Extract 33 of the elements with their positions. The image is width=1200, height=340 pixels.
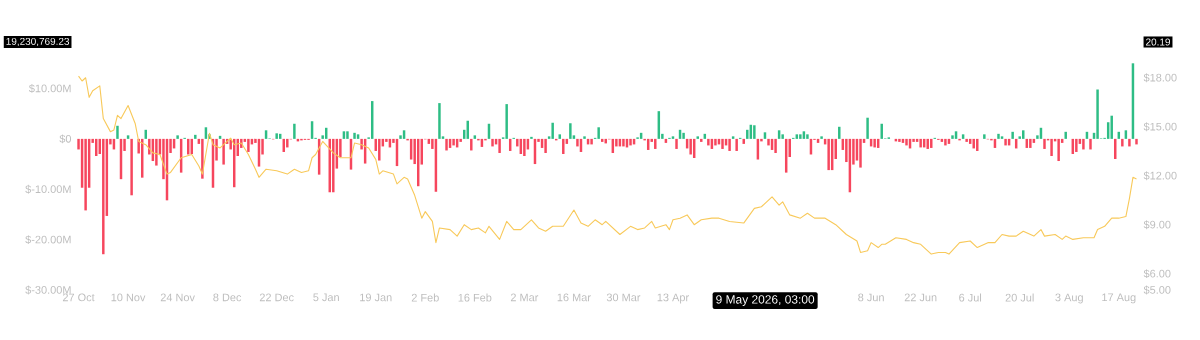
x-tick-label: 16 Feb bbox=[458, 293, 492, 302]
y2-tick-label: $12.00 bbox=[1143, 171, 1177, 181]
x-tick-label: 10 Nov bbox=[111, 293, 146, 302]
x-tick-label: 8 Dec bbox=[213, 293, 242, 302]
x-tick-label: 19 Jan bbox=[360, 293, 392, 302]
y2-tick-label: $15.00 bbox=[1143, 122, 1177, 132]
x-tick-label: 6 Jul bbox=[959, 293, 982, 302]
y-tick-label: 19,230,769.23 bbox=[6, 37, 70, 47]
x-tick-label: 2 Feb bbox=[411, 293, 439, 302]
x-tick-label: 20 Jul bbox=[1005, 293, 1034, 302]
y2-tick-label: $6.00 bbox=[1143, 269, 1171, 279]
x-tick-label: 13 Apr bbox=[657, 293, 689, 304]
x-tick-label: 24 Nov bbox=[160, 293, 195, 302]
y-tick-label: $0 bbox=[59, 134, 72, 144]
y-tick-label: $-10.00M bbox=[25, 184, 71, 194]
x-tick-label: 8 Jun bbox=[858, 293, 884, 302]
y2-tick-label: $9.00 bbox=[1143, 220, 1171, 230]
x-tick-label: 22 Jun bbox=[904, 293, 937, 302]
y-tick-label: $-20.00M bbox=[25, 235, 71, 245]
x-tick-label: 17 Aug bbox=[1102, 293, 1136, 304]
y-tick-label: $10.00M bbox=[28, 84, 71, 93]
y2-tick-label: 20.19 bbox=[1146, 38, 1171, 46]
x-tick-label: 30 Mar bbox=[606, 293, 641, 302]
x-tick-label: 2 Mar bbox=[510, 293, 539, 302]
x-tick-label: 16 Mar bbox=[557, 293, 591, 302]
text: 9 May 2026, 03:00 bbox=[716, 295, 815, 307]
x-tick-label: 27 Oct bbox=[62, 293, 95, 302]
x-tick-label: 5 Jan bbox=[313, 293, 339, 302]
x-tick-label: 3 Aug bbox=[1055, 293, 1083, 304]
y-tick-label: $-30.00M bbox=[25, 285, 71, 295]
y2-tick-label: $5.00 bbox=[1143, 285, 1171, 295]
x-tick-label: 22 Dec bbox=[259, 293, 294, 302]
y2-tick-label: $18.00 bbox=[1143, 73, 1177, 83]
